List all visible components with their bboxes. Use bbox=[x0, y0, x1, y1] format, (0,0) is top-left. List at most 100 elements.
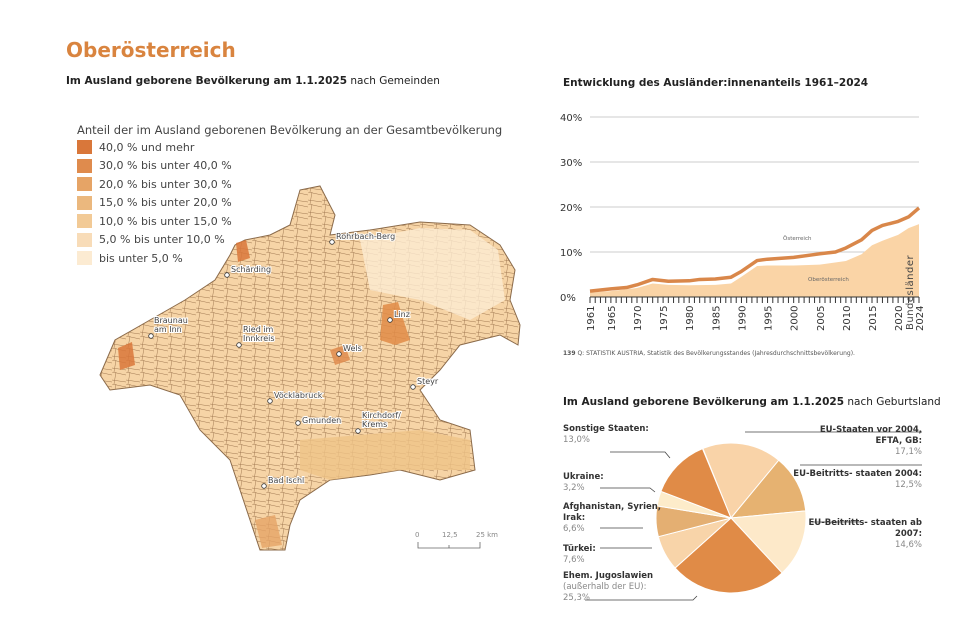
pie-label-value: 14,6% bbox=[894, 540, 922, 550]
line-chart-title: Entwicklung des Ausländer:innenanteils 1… bbox=[563, 77, 869, 89]
x-tick-label: 2010 bbox=[842, 306, 853, 331]
y-tick-label: 30% bbox=[560, 158, 582, 169]
pie-label-value: 13,0% bbox=[563, 435, 591, 445]
line-oesterreich bbox=[589, 206, 921, 293]
pie-label-value: 25,3% bbox=[563, 593, 591, 603]
region-schaerding-north bbox=[236, 240, 250, 262]
choropleth-map: Rohrbach-Berg Schärding Braunau am Inn Ried … bbox=[99, 185, 521, 551]
pie-label: Afghanistan, Syrien, Irak: 6,6% bbox=[563, 502, 663, 535]
pie-label-value: 17,1% bbox=[894, 447, 922, 457]
area-oberoesterreich bbox=[590, 224, 919, 297]
pie-label: Ukraine: 3,2% bbox=[563, 472, 663, 494]
page-title: Oberösterreich bbox=[66, 38, 236, 62]
legend-item: 10,0 % bis unter 15,0 % bbox=[77, 214, 232, 228]
pie-title-rest: nach Geburtsland bbox=[844, 396, 941, 408]
pie-label: EU-Beitritts- staaten ab 2007: 14,6% bbox=[792, 518, 923, 551]
legend-swatch bbox=[77, 251, 92, 265]
scale-label-0: 0 bbox=[415, 531, 419, 539]
pie-label-name: Afghanistan, Syrien, Irak: bbox=[563, 502, 662, 523]
leader-line bbox=[610, 451, 671, 459]
x-tick-label: 1985 bbox=[711, 306, 722, 331]
x-tick-label: 2015 bbox=[868, 306, 879, 331]
city-label: Bad Ischl bbox=[268, 476, 304, 485]
region-south bbox=[300, 430, 470, 480]
legend-label: 20,0 % bis unter 30,0 % bbox=[99, 177, 232, 191]
city-marker bbox=[410, 384, 416, 390]
scale-label-mid: 12,5 bbox=[442, 531, 458, 539]
scale-label-end: 25 km bbox=[476, 531, 498, 539]
city-marker bbox=[267, 398, 273, 404]
line-chart: 0% 10% 20% 30% 40% Österreich Oberösterreich 19… bbox=[560, 113, 926, 331]
pie-label-name: Ukraine: bbox=[563, 472, 604, 482]
legend-item: 40,0 % und mehr bbox=[77, 140, 194, 154]
legend-swatch bbox=[77, 140, 92, 154]
scale-bar bbox=[417, 542, 481, 549]
pie-label-value: 6,6% bbox=[563, 524, 585, 534]
x-tick-label: 2020 bbox=[894, 306, 905, 331]
y-tick-label: 20% bbox=[560, 203, 582, 214]
x-tick-label: 2000 bbox=[790, 306, 801, 331]
pie-slice bbox=[674, 517, 783, 594]
city-label: Kirchdorf/Krems bbox=[362, 411, 401, 429]
city-label: Wels bbox=[343, 344, 362, 353]
legend-swatch bbox=[77, 232, 92, 247]
region-braunau bbox=[118, 342, 135, 370]
x-tick-label: 1965 bbox=[607, 306, 618, 331]
source-text: Q: STATISTIK AUSTRIA, Statistik des Bevö… bbox=[575, 350, 855, 357]
series-label-oberoesterreich: Oberösterreich bbox=[808, 277, 849, 283]
x-tick-label: 1980 bbox=[685, 306, 696, 331]
series-label-oesterreich: Österreich bbox=[783, 235, 812, 242]
city-marker bbox=[148, 333, 154, 339]
pie-label-name: EU-Staaten vor 2004, EFTA, GB: bbox=[819, 425, 922, 446]
legend-label: 5,0 % bis unter 10,0 % bbox=[99, 233, 225, 246]
pie-slice bbox=[729, 459, 807, 519]
legend-label: 10,0 % bis unter 15,0 % bbox=[99, 214, 232, 228]
x-tick-label: 1990 bbox=[737, 306, 748, 331]
legend-label: 40,0 % und mehr bbox=[99, 140, 195, 154]
pie-label-value: 12,5% bbox=[894, 480, 922, 490]
pie-label: Ehem. Jugoslawien (außerhalb der EU): 25,3… bbox=[563, 571, 663, 604]
pie-label: Türkei: 7,6% bbox=[563, 544, 663, 566]
pie-label-name: Türkei: bbox=[563, 544, 596, 554]
pie-label-name: Sonstige Staaten: bbox=[563, 424, 649, 434]
region-linz bbox=[380, 302, 410, 345]
x-tick-label: 1975 bbox=[659, 306, 670, 331]
city-label: Steyr bbox=[417, 377, 439, 386]
legend-item: 15,0 % bis unter 20,0 % bbox=[77, 195, 232, 210]
x-tick-label: 1995 bbox=[764, 306, 775, 331]
legend-item: 5,0 % bis unter 10,0 % bbox=[77, 232, 225, 247]
x-tick-label: 1961 bbox=[586, 306, 597, 331]
side-label: Bundesländer bbox=[905, 254, 916, 330]
city-marker bbox=[355, 428, 361, 434]
pie-slice bbox=[660, 447, 732, 519]
legend-label: 30,0 % bis unter 40,0 % bbox=[99, 159, 232, 172]
leader-line bbox=[600, 487, 656, 493]
pie-label-note: (außerhalb der EU): bbox=[563, 582, 647, 592]
map-subtitle-bold: Im Ausland geborene Bevölkerung am 1.1.2… bbox=[66, 75, 348, 87]
pie-label-name: EU-Beitritts- staaten 2004: bbox=[793, 469, 922, 479]
map-subtitle: Im Ausland geborene Bevölkerung am 1.1.2… bbox=[66, 75, 440, 87]
chart-source: 139 Q: STATISTIK AUSTRIA, Statistik des … bbox=[563, 350, 855, 357]
x-tick-label: 2005 bbox=[816, 306, 827, 331]
region-north-east-light bbox=[360, 228, 505, 320]
legend-swatch bbox=[77, 177, 92, 191]
legend-label: bis unter 5,0 % bbox=[99, 251, 183, 265]
legend-swatch bbox=[77, 158, 92, 173]
city-label: Vöcklabruck bbox=[274, 391, 323, 400]
city-label: Schärding bbox=[231, 265, 271, 274]
pie-label: Sonstige Staaten: 13,0% bbox=[563, 424, 663, 446]
legend-item: 20,0 % bis unter 30,0 % bbox=[77, 177, 232, 191]
y-tick-label: 0% bbox=[560, 293, 576, 304]
pie-chart bbox=[585, 431, 922, 601]
map-subtitle-rest: nach Gemeinden bbox=[347, 75, 440, 87]
city-marker bbox=[295, 420, 301, 426]
pie-label-name: EU-Beitritts- staaten ab 2007: bbox=[808, 518, 923, 539]
pie-slice bbox=[702, 442, 780, 519]
legend-label: 15,0 % bis unter 20,0 % bbox=[99, 196, 232, 209]
city-marker bbox=[224, 272, 230, 278]
region-bad-ischl-south bbox=[255, 515, 282, 548]
pie-title: Im Ausland geborene Bevölkerung am 1.1.2… bbox=[563, 396, 941, 408]
pie-label: EU-Beitritts- staaten 2004: 12,5% bbox=[792, 469, 922, 491]
legend-item: 30,0 % bis unter 40,0 % bbox=[77, 158, 232, 173]
